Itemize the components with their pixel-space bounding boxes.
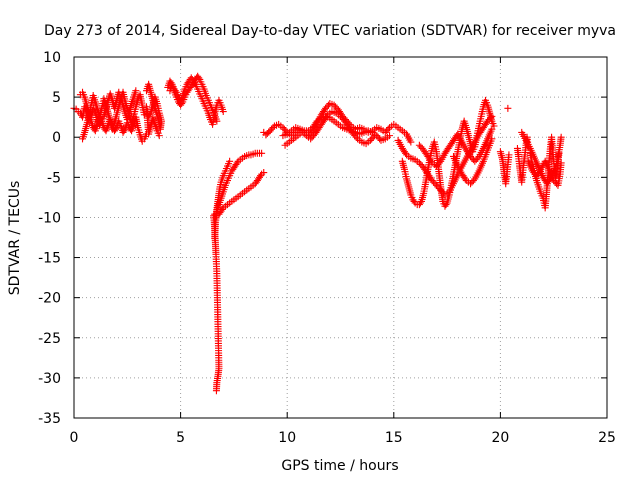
- y-tick-label: 0: [52, 130, 61, 146]
- plot-frame: [73, 56, 608, 419]
- data-point: [212, 387, 220, 395]
- y-tick-label: 5: [52, 90, 61, 106]
- y-tick-label: -10: [38, 210, 61, 226]
- data-point: [474, 154, 482, 162]
- tick-labels: 0 5 10 15 20 25 10 5 0 -5 -10 -15 -20 -25 -30 -35: [38, 50, 616, 446]
- data-point: [469, 177, 477, 185]
- axis-ticks: [73, 56, 608, 419]
- data-point: [407, 138, 415, 146]
- data-point: [488, 112, 496, 120]
- y-tick-label: -20: [38, 291, 61, 307]
- data-point: [219, 108, 227, 116]
- data-point: [120, 127, 128, 135]
- x-tick-label: 20: [491, 430, 509, 446]
- data-points: [70, 72, 565, 395]
- y-tick-label: -35: [38, 411, 61, 427]
- data-point: [427, 157, 435, 165]
- data-point: [132, 87, 140, 95]
- y-tick-label: 10: [43, 50, 61, 66]
- data-point: [352, 133, 360, 141]
- data-point: [384, 125, 392, 133]
- data-point: [386, 132, 394, 140]
- data-point: [213, 117, 221, 125]
- data-point: [435, 159, 443, 167]
- data-point: [536, 167, 544, 175]
- x-axis-label: GPS time / hours: [281, 458, 398, 474]
- y-axis-label: SDTVAR / TECUs: [7, 181, 23, 296]
- data-point: [371, 132, 379, 140]
- x-tick-label: 5: [176, 430, 185, 446]
- data-point: [504, 104, 512, 112]
- chart-title: Day 273 of 2014, Sidereal Day-to-day VTE…: [44, 23, 616, 39]
- data-point: [258, 149, 266, 157]
- data-point: [257, 172, 265, 180]
- x-tick-label: 25: [598, 430, 616, 446]
- data-point: [269, 124, 277, 132]
- data-point: [402, 149, 410, 157]
- x-tick-label: 10: [278, 430, 296, 446]
- data-point: [488, 125, 496, 133]
- data-point: [369, 133, 377, 141]
- y-tick-label: -30: [38, 371, 61, 387]
- data-point: [488, 135, 496, 143]
- data-point: [557, 159, 565, 167]
- data-point: [486, 114, 494, 122]
- x-tick-label: 15: [385, 430, 403, 446]
- data-point: [323, 112, 331, 120]
- data-point: [226, 157, 234, 165]
- y-tick-label: -5: [47, 170, 61, 186]
- data-point: [416, 199, 424, 207]
- grid: [74, 57, 607, 418]
- data-point: [195, 74, 203, 82]
- data-point: [461, 175, 469, 183]
- y-tick-label: -15: [38, 251, 61, 267]
- data-point: [557, 133, 565, 141]
- data-point: [260, 169, 268, 177]
- data-point: [155, 132, 163, 140]
- data-point: [410, 197, 418, 205]
- data-point: [233, 159, 241, 167]
- data-point: [312, 119, 320, 127]
- data-point: [442, 201, 450, 209]
- data-point: [178, 100, 186, 108]
- y-tick-label: -25: [38, 331, 61, 347]
- x-tick-label: 0: [70, 430, 79, 446]
- data-point: [505, 151, 513, 159]
